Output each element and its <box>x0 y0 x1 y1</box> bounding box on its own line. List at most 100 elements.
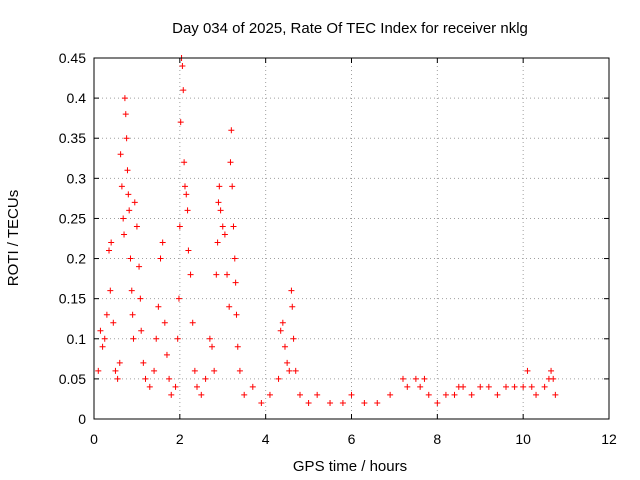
data-point <box>116 359 123 366</box>
data-point <box>289 303 296 310</box>
data-point <box>216 183 223 190</box>
grid <box>94 58 609 419</box>
x-tick-label: 8 <box>433 431 441 447</box>
data-point <box>106 247 113 254</box>
data-point <box>281 343 288 350</box>
x-tick-label: 10 <box>515 431 531 447</box>
data-point <box>114 375 121 382</box>
data-point <box>151 367 158 374</box>
data-point <box>140 359 147 366</box>
data-point <box>361 399 368 406</box>
data-point <box>123 135 130 142</box>
data-point <box>226 303 233 310</box>
data-point <box>224 271 231 278</box>
data-point <box>227 159 234 166</box>
y-tick-label: 0.2 <box>67 251 87 267</box>
data-point <box>249 383 256 390</box>
data-point <box>112 367 119 374</box>
x-tick-label: 2 <box>176 431 184 447</box>
data-point <box>120 215 127 222</box>
data-point <box>128 287 135 294</box>
y-tick-label: 0.35 <box>59 130 86 146</box>
data-point <box>95 367 102 374</box>
data-point <box>528 383 535 390</box>
data-point <box>155 303 162 310</box>
data-point <box>550 375 557 382</box>
data-point <box>460 383 467 390</box>
data-point <box>286 367 293 374</box>
data-point <box>520 383 527 390</box>
data-point <box>184 207 191 214</box>
data-point <box>241 391 248 398</box>
data-point <box>194 383 200 390</box>
data-point <box>284 359 291 366</box>
x-tick-label: 0 <box>90 431 98 447</box>
data-point <box>130 335 137 342</box>
data-point <box>266 391 273 398</box>
data-point <box>339 399 346 406</box>
y-tick-label: 0.25 <box>59 210 86 226</box>
data-point <box>233 311 240 318</box>
data-point <box>442 391 449 398</box>
data-point <box>524 367 531 374</box>
y-tick-label: 0 <box>78 411 86 427</box>
data-point <box>290 335 297 342</box>
data-point <box>503 383 509 390</box>
data-point <box>108 239 115 246</box>
data-points <box>95 55 559 406</box>
data-point <box>477 383 484 390</box>
data-point <box>211 367 218 374</box>
data-point <box>221 231 228 238</box>
data-point <box>129 311 136 318</box>
data-point <box>277 327 284 334</box>
data-point <box>258 399 265 406</box>
data-point <box>202 375 209 382</box>
x-axis-label: GPS time / hours <box>293 458 407 475</box>
data-point <box>232 279 239 286</box>
data-point <box>217 207 224 214</box>
axis-ticks: 0 2 4 6 8 10 12 0 0.05 0.1 0.15 0.2 0.25 0.3 0.35 0.4 0.… <box>59 50 617 447</box>
data-point <box>142 375 149 382</box>
data-point <box>214 239 221 246</box>
y-axis-label: ROTI / TECUs <box>5 190 22 286</box>
x-tick-label: 4 <box>262 431 270 447</box>
data-point <box>236 367 243 374</box>
data-point <box>181 183 188 190</box>
data-point <box>166 375 173 382</box>
data-point <box>172 383 179 390</box>
data-point <box>348 391 355 398</box>
data-point <box>176 223 183 230</box>
x-tick-label: 12 <box>601 431 617 447</box>
x-tick-label: 6 <box>348 431 356 447</box>
data-point <box>404 383 411 390</box>
data-point <box>533 391 540 398</box>
data-point <box>314 391 321 398</box>
data-point <box>133 223 140 230</box>
y-tick-label: 0.05 <box>59 371 86 387</box>
data-point <box>279 319 286 326</box>
data-point <box>159 239 166 246</box>
data-point <box>157 255 164 262</box>
data-point <box>174 335 181 342</box>
chart-title: Day 034 of 2025, Rate Of TEC Index for r… <box>172 20 528 37</box>
data-point <box>292 367 299 374</box>
data-point <box>163 351 170 358</box>
data-point <box>209 343 216 350</box>
data-point <box>107 287 114 294</box>
data-point <box>101 335 108 342</box>
data-point <box>451 391 458 398</box>
data-point <box>189 319 196 326</box>
data-point <box>288 287 295 294</box>
data-point <box>177 119 184 126</box>
data-point <box>421 375 428 382</box>
data-point <box>206 335 213 342</box>
y-tick-label: 0.15 <box>59 291 86 307</box>
data-point <box>124 167 131 174</box>
data-point <box>117 151 124 158</box>
data-point <box>153 335 160 342</box>
data-point <box>125 191 132 198</box>
data-point <box>168 391 175 398</box>
data-point <box>191 367 198 374</box>
data-point <box>219 223 226 230</box>
